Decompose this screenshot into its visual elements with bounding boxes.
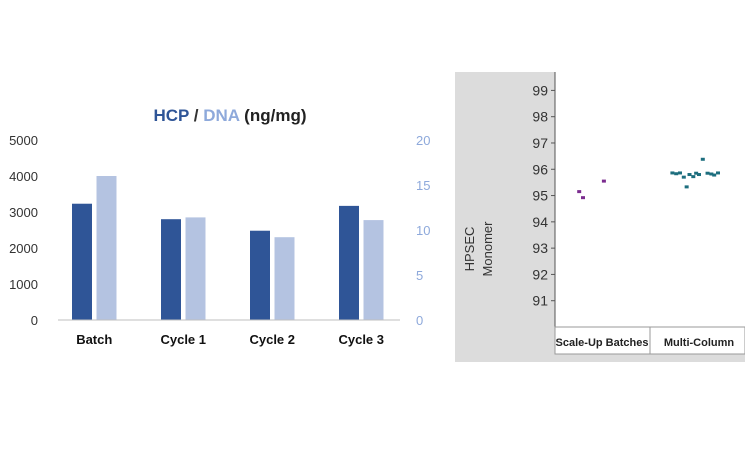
left-y-tick-label: 1000 <box>9 277 38 292</box>
y-tick-label: 99 <box>532 82 548 98</box>
y-tick-label: 98 <box>532 109 548 125</box>
bar-hcp <box>250 230 270 320</box>
left-y-tick-label: 0 <box>31 313 38 328</box>
bar-series <box>72 176 384 320</box>
scatter-point <box>577 190 582 194</box>
y-axis-label-line-1: HPSEC <box>462 227 477 272</box>
bar-dna <box>185 217 206 320</box>
scatter-point <box>712 173 717 177</box>
chart-title: HCP / DNA (ng/mg) <box>153 106 306 125</box>
y-axis-label-line-2: Monomer <box>480 221 495 277</box>
scatter-point <box>670 171 675 175</box>
hpsec-monomer-panel: HPSEC Monomer 91 92 93 94 95 96 97 98 99 Scale-U… <box>455 72 745 362</box>
x-tick-label: Cycle 1 <box>160 332 206 347</box>
y-tick-label: 93 <box>532 240 548 256</box>
plot-area <box>555 72 745 327</box>
x-tick-label: Batch <box>76 332 112 347</box>
y-tick-label: 94 <box>532 214 548 230</box>
right-y-tick-label: 5 <box>416 268 423 283</box>
hcp-dna-bar-chart: HCP / DNA (ng/mg) 010002000300040005000 … <box>9 106 430 347</box>
x-axis: Batch Cycle 1 Cycle 2 Cycle 3 <box>76 332 384 347</box>
x-category-label: Scale-Up Batches <box>556 337 649 349</box>
scatter-point <box>705 171 710 175</box>
scatter-series <box>577 157 720 200</box>
scatter-point <box>694 171 699 175</box>
scatter-point <box>697 173 701 177</box>
scatter-point <box>684 185 689 189</box>
left-y-tick-label: 4000 <box>9 169 38 184</box>
x-tick-label: Cycle 2 <box>249 332 295 347</box>
right-y-tick-label: 15 <box>416 178 430 193</box>
scatter-point <box>687 173 692 177</box>
bar-hcp <box>72 203 92 320</box>
right-y-axis: 0 5 10 15 20 <box>416 133 430 328</box>
scatter-point <box>581 196 585 200</box>
y-tick-label: 95 <box>532 188 548 204</box>
scatter-point <box>691 175 696 179</box>
left-y-tick-label: 3000 <box>9 205 38 220</box>
x-category-label: Multi-Column <box>664 337 735 349</box>
hpsec-monomer-scatter: HPSEC Monomer 91 92 93 94 95 96 97 98 99 Scale-U… <box>462 72 745 355</box>
y-tick-label: 92 <box>532 266 548 282</box>
scatter-point <box>716 171 720 175</box>
chart-title-dna: DNA <box>203 106 240 125</box>
scatter-point <box>678 171 682 175</box>
left-y-tick-label: 5000 <box>9 133 38 148</box>
y-tick-label: 91 <box>532 293 548 309</box>
y-tick-label: 97 <box>532 135 548 151</box>
right-y-tick-label: 10 <box>416 223 430 238</box>
y-axis: 91 92 93 94 95 96 97 98 99 <box>532 82 555 309</box>
left-y-axis: 0 1000 2000 3000 4000 5000 <box>9 133 38 328</box>
scatter-point <box>601 179 606 183</box>
y-tick-label: 96 <box>532 161 548 177</box>
right-y-tick-label: 0 <box>416 313 423 328</box>
chart-title-separator: / <box>189 106 203 125</box>
scatter-point <box>700 157 705 161</box>
scatter-point <box>681 175 686 179</box>
x-axis: Scale-Up Batches Multi-Column <box>556 337 735 349</box>
x-tick-label: Cycle 3 <box>338 332 384 347</box>
right-y-tick-label: 20 <box>416 133 430 148</box>
scatter-point <box>709 172 714 176</box>
scatter-point <box>674 172 679 176</box>
chart-title-units: (ng/mg) <box>239 106 306 125</box>
chart-title-hcp: HCP <box>153 106 189 125</box>
left-y-tick-label: 2000 <box>9 241 38 256</box>
bar-dna <box>363 220 384 320</box>
bar-dna <box>274 237 295 320</box>
bar-dna <box>96 176 117 320</box>
bar-hcp <box>339 205 359 320</box>
bar-hcp <box>161 219 181 320</box>
